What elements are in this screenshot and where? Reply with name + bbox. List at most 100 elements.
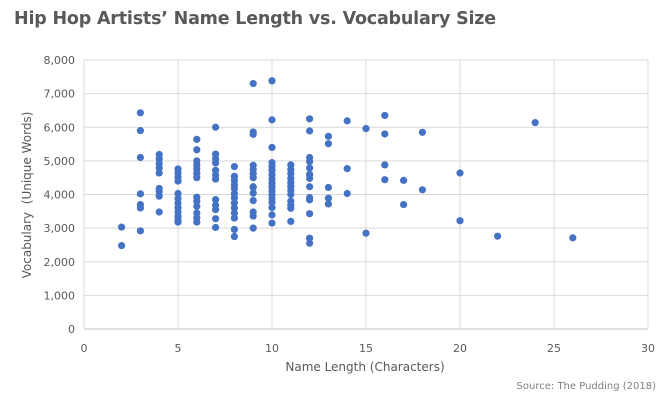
data-point (212, 223, 220, 232)
data-point (418, 128, 426, 136)
data-point (268, 77, 276, 85)
x-tick-label: 25 (547, 342, 561, 355)
data-point (381, 130, 389, 138)
data-point (193, 218, 201, 226)
data-point (212, 159, 220, 167)
data-point (212, 123, 220, 131)
data-point (155, 192, 163, 200)
data-point (362, 124, 370, 133)
x-tick-label: 10 (265, 342, 279, 355)
data-point (249, 79, 257, 88)
y-tick-label: 5,000 (44, 155, 76, 168)
data-point (306, 115, 314, 123)
data-point (287, 204, 295, 212)
data-point (136, 153, 144, 162)
data-point (306, 127, 314, 135)
data-point (456, 217, 464, 225)
data-point (174, 177, 182, 185)
data-point (268, 143, 276, 152)
data-point (381, 161, 389, 169)
data-point (230, 214, 238, 222)
data-point (136, 227, 144, 235)
data-point (306, 196, 314, 204)
data-point (306, 239, 314, 247)
y-tick-label: 1,000 (44, 289, 76, 302)
y-tick-label: 0 (68, 323, 75, 336)
data-point (306, 174, 314, 182)
data-point (268, 204, 276, 212)
chart-title: Hip Hop Artists’ Name Length vs. Vocabul… (14, 9, 496, 29)
data-point (155, 208, 163, 216)
data-point (230, 199, 238, 207)
source-note: Source: The Pudding (2018) (516, 381, 656, 392)
data-point (456, 169, 464, 177)
data-point (212, 215, 220, 223)
data-point (268, 116, 276, 124)
data-point (268, 211, 276, 219)
gridlines (83, 59, 649, 330)
data-point (230, 194, 238, 202)
data-point (230, 209, 238, 217)
data-point (249, 212, 257, 220)
y-tick-label: 7,000 (44, 88, 76, 101)
data-point (249, 130, 257, 138)
data-point (193, 146, 201, 154)
x-tick-label: 5 (175, 342, 182, 355)
data-point (193, 135, 201, 143)
data-point (249, 224, 257, 232)
data-point (136, 190, 144, 198)
y-tick-label: 6,000 (44, 121, 76, 134)
data-point (174, 218, 182, 226)
y-tick-labels: 0 1,000 2,000 3,000 4,000 5,000 6,000 7,000 8,00… (44, 54, 76, 336)
data-point (268, 198, 276, 206)
data-point (268, 219, 276, 227)
x-tick-labels: 0 5 10 15 20 25 30 (81, 342, 656, 355)
y-tick-label: 8,000 (44, 54, 76, 67)
data-point (418, 186, 426, 194)
data-point (212, 195, 220, 204)
x-tick-label: 20 (453, 342, 467, 355)
data-point (306, 183, 314, 191)
data-point (174, 189, 182, 198)
data-point (400, 176, 408, 184)
data-point (193, 174, 201, 182)
data-point (249, 189, 257, 197)
data-point (324, 132, 332, 140)
data-point (230, 162, 238, 171)
data-point (230, 204, 238, 212)
data-point (155, 164, 163, 172)
data-point (381, 176, 389, 184)
data-point (212, 175, 220, 183)
data-point (136, 204, 144, 212)
data-point (343, 189, 351, 198)
x-tick-label: 0 (81, 342, 88, 355)
data-point (324, 140, 332, 148)
data-point (324, 200, 332, 208)
data-point (287, 217, 295, 225)
data-point (306, 164, 314, 172)
data-point (400, 200, 408, 209)
data-point (212, 206, 220, 214)
data-point (306, 157, 314, 166)
data-point (343, 117, 351, 125)
data-points (118, 77, 577, 250)
data-point (136, 109, 144, 117)
y-tick-label: 2,000 (44, 256, 76, 269)
data-point (118, 242, 126, 250)
data-point (230, 225, 238, 234)
data-point (531, 118, 539, 127)
data-point (306, 234, 314, 242)
data-point (287, 190, 295, 199)
y-axis-title: Vocabulary (Unique Words) (20, 112, 34, 279)
data-point (230, 184, 238, 193)
data-point (249, 196, 257, 205)
x-axis-title: Name Length (Characters) (285, 360, 444, 374)
data-point (381, 111, 389, 120)
data-point (193, 197, 201, 205)
data-point (249, 174, 257, 182)
data-point (494, 232, 502, 240)
data-point (343, 165, 351, 173)
data-point (155, 169, 163, 177)
data-point (569, 234, 577, 242)
